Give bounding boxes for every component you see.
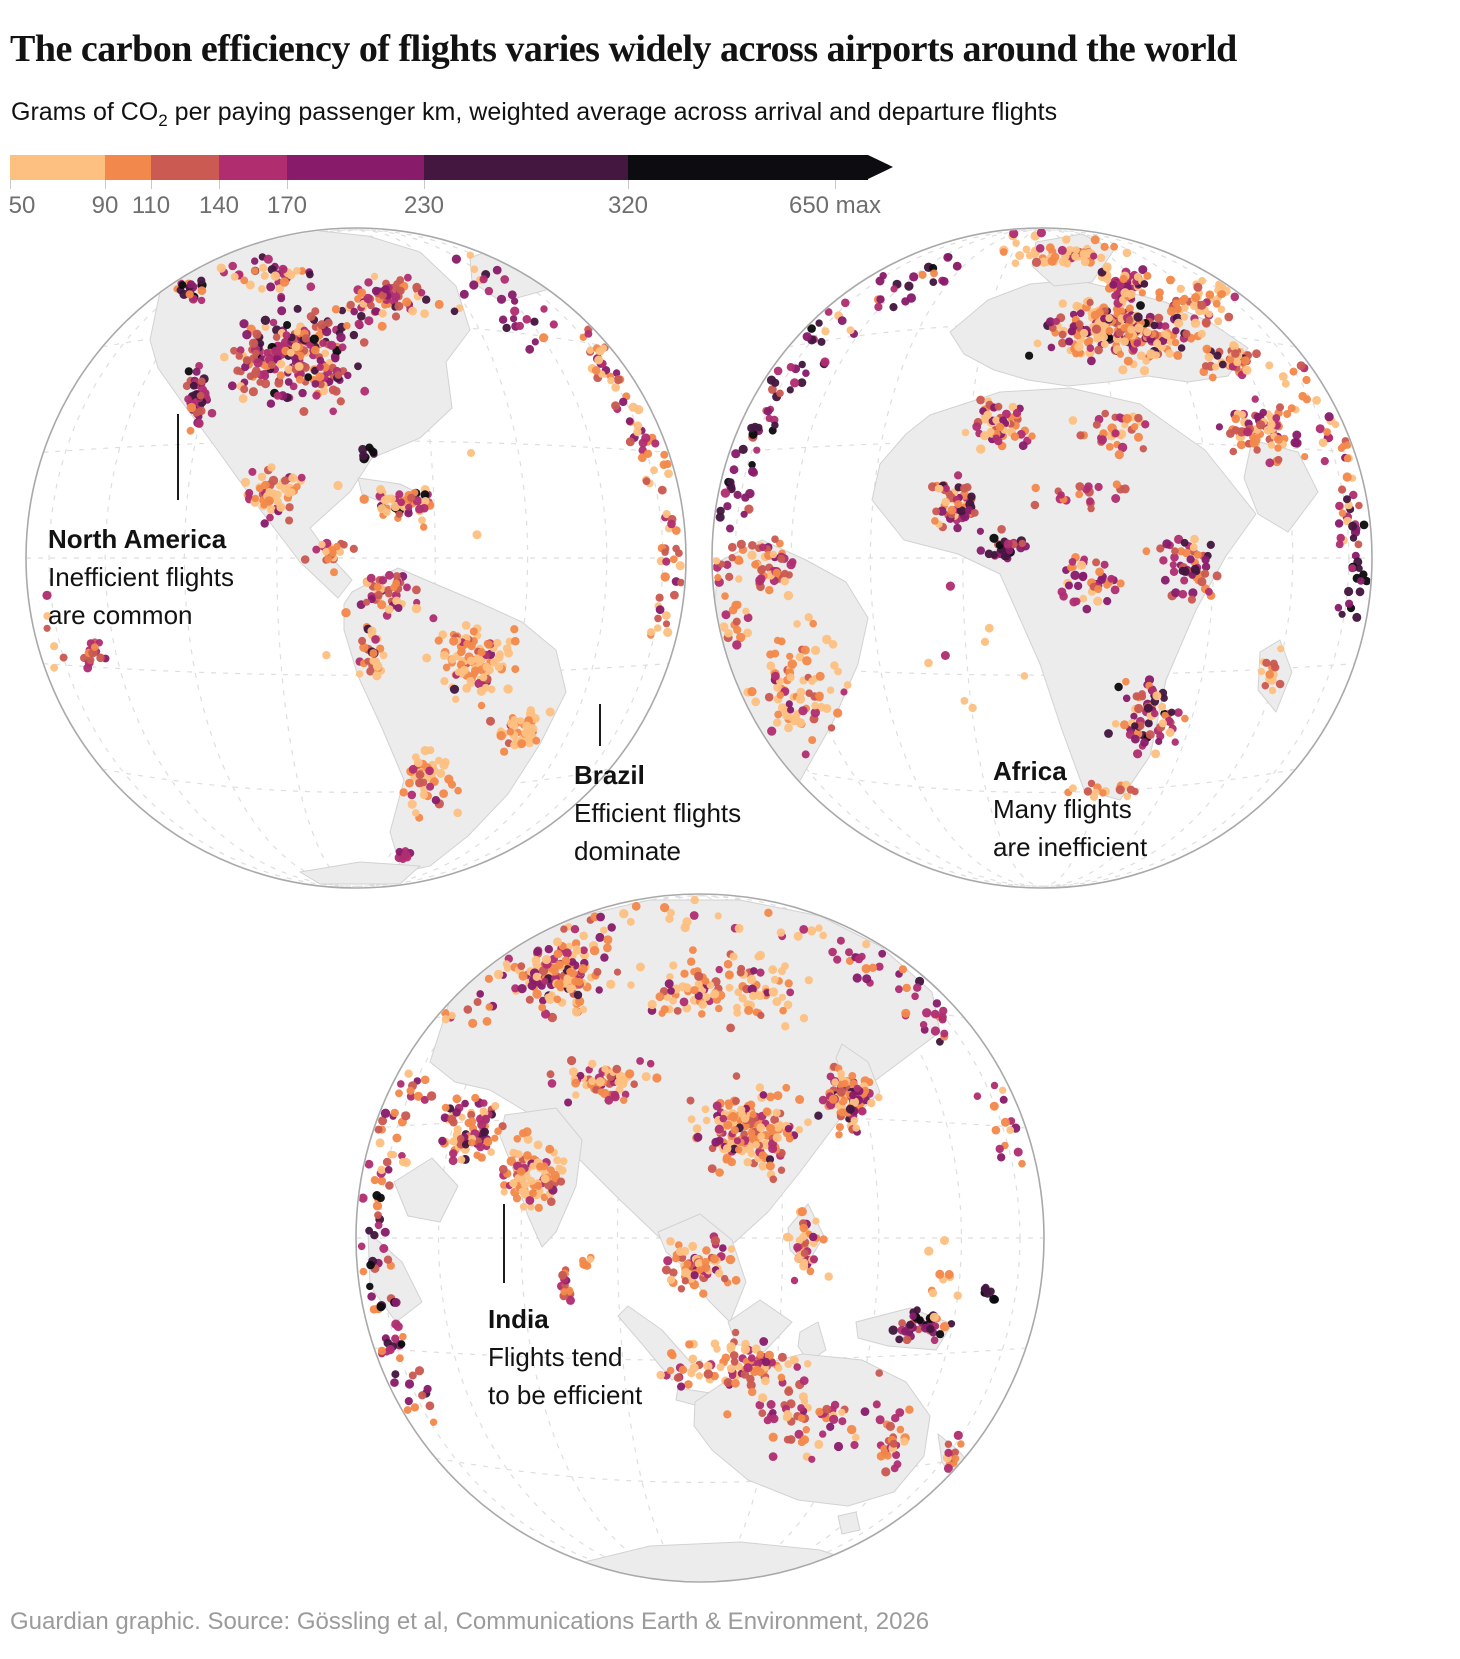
annotation-text-india-0: Flights tend xyxy=(488,1342,623,1372)
legend-tick-3 xyxy=(219,180,220,189)
legend-tick-label-6: 320 xyxy=(607,192,649,219)
annotation-text-india-1: to be efficient xyxy=(488,1380,643,1410)
annotation-pointer-north-america xyxy=(177,414,179,500)
globe-inner xyxy=(713,229,1371,887)
annotation-label-north-america: North America xyxy=(48,524,227,554)
legend-tick-label-4: 170 xyxy=(266,192,308,219)
legend-segment-3 xyxy=(219,155,287,180)
legend-tick-label-5: 230 xyxy=(403,192,445,219)
annotation-text-brazil-1: dominate xyxy=(574,836,681,866)
globe-outline xyxy=(25,227,687,889)
legend-tick-label-1: 90 xyxy=(91,192,119,219)
globe-americas xyxy=(25,227,687,889)
annotation-brazil: Brazil Efficient flights dominate xyxy=(574,756,741,870)
annotation-north-america: North America Inefficient flights are comm… xyxy=(48,520,234,634)
legend-segment-1 xyxy=(105,155,151,180)
annotation-text-north-america-1: are common xyxy=(48,600,193,630)
legend-tick-2 xyxy=(151,180,152,189)
legend-tick-label-3: 140 xyxy=(198,192,240,219)
annotation-label-india: India xyxy=(488,1304,549,1334)
annotation-pointer-brazil xyxy=(599,704,601,746)
legend-arrow-tip xyxy=(868,155,893,179)
globe-asia-oceania xyxy=(355,893,1045,1583)
legend-segment-5 xyxy=(424,155,628,180)
globe-outline xyxy=(355,893,1045,1583)
globe-outline xyxy=(711,227,1373,889)
annotation-text-north-america-0: Inefficient flights xyxy=(48,562,234,592)
page-title: The carbon efficiency of flights varies … xyxy=(10,28,1237,71)
color-legend: 50 90 110 140 170 230 320 650 max xyxy=(0,155,1460,235)
legend-tick-1 xyxy=(105,180,106,189)
airport-dots xyxy=(42,251,685,863)
legend-tick-label-0: 50 xyxy=(8,192,36,219)
legend-tick-0 xyxy=(10,180,11,189)
annotation-india: India Flights tend to be efficient xyxy=(488,1300,642,1414)
annotation-africa: Africa Many flights are inefficient xyxy=(993,752,1147,866)
subtitle-subscript: 2 xyxy=(158,111,168,130)
legend-tick-label-2: 110 xyxy=(131,192,171,219)
legend-segment-6 xyxy=(628,155,868,180)
airport-dots xyxy=(357,895,1026,1477)
source-credit: Guardian graphic. Source: Gössling et al… xyxy=(10,1608,930,1635)
legend-tick-6 xyxy=(628,180,629,189)
legend-segment-4 xyxy=(287,155,424,180)
annotation-label-brazil: Brazil xyxy=(574,760,645,790)
legend-segment-0 xyxy=(10,155,105,180)
chart-subtitle: Grams of CO2 per paying passenger km, we… xyxy=(11,98,1057,131)
annotation-label-africa: Africa xyxy=(993,756,1067,786)
legend-tick-7 xyxy=(835,180,836,189)
subtitle-prefix: Grams of CO xyxy=(11,98,159,126)
annotation-pointer-india xyxy=(503,1204,505,1283)
subtitle-suffix: per paying passenger km, weighted averag… xyxy=(167,98,1058,126)
globe-europe-africa xyxy=(711,227,1373,889)
annotation-text-africa-1: are inefficient xyxy=(993,832,1148,862)
annotation-text-brazil-0: Efficient flights xyxy=(574,798,742,828)
legend-tick-5 xyxy=(424,180,425,189)
legend-tick-4 xyxy=(287,180,288,189)
globe-inner xyxy=(357,895,1043,1581)
airport-dots xyxy=(713,229,1371,801)
legend-segment-2 xyxy=(151,155,219,180)
annotation-text-africa-0: Many flights xyxy=(993,794,1132,824)
legend-tick-label-7: 650 max xyxy=(788,192,882,219)
